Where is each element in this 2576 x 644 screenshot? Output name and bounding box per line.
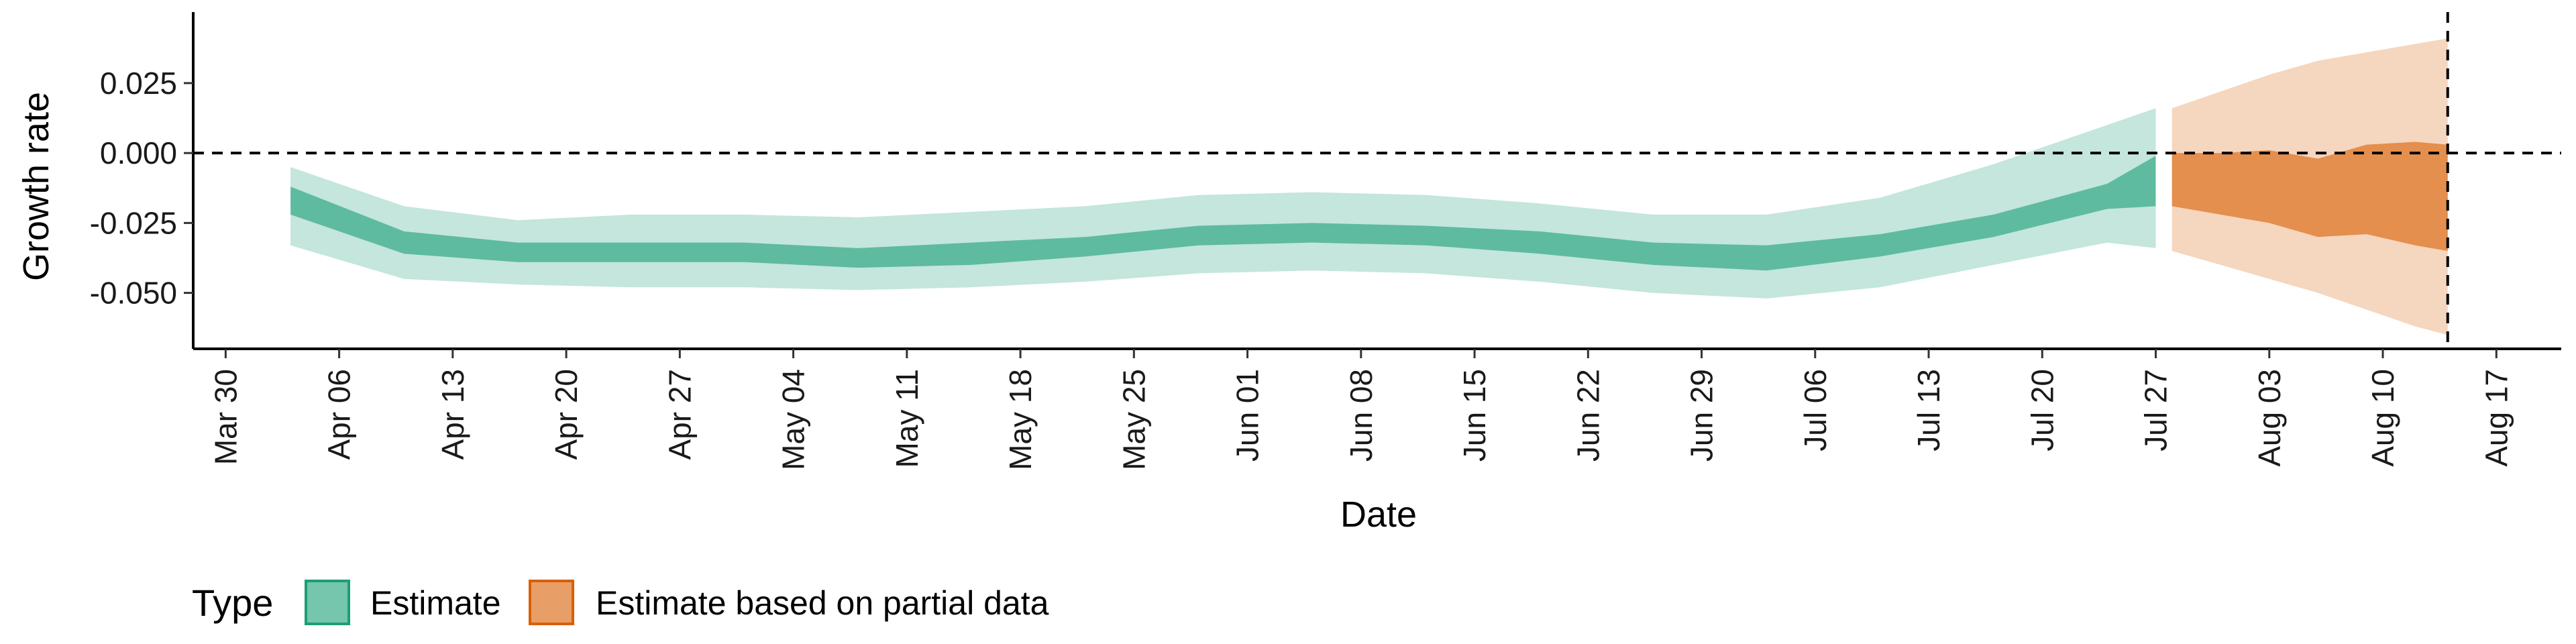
- x-tick-label: Jun 15: [1457, 369, 1492, 462]
- x-tick-label: Jul 27: [2139, 369, 2174, 451]
- x-tick-label: May 25: [1116, 369, 1151, 470]
- legend-title: Type: [192, 582, 273, 624]
- legend-swatch-partial: [529, 580, 574, 625]
- x-tick-label: Jun 08: [1344, 369, 1379, 462]
- reference-lines-layer: [193, 12, 2561, 349]
- y-tick-label: 0.000: [100, 136, 177, 170]
- legend-swatch-estimate: [305, 580, 350, 625]
- x-tick-label: Jul 13: [1911, 369, 1946, 451]
- x-tick-label: Jul 20: [2025, 369, 2059, 451]
- y-tick-label: 0.025: [100, 66, 177, 101]
- x-tick-label: Apr 27: [662, 369, 697, 460]
- x-tick-label: Mar 30: [208, 369, 243, 465]
- y-tick-label: -0.050: [90, 276, 177, 311]
- x-tick-label: May 11: [890, 369, 924, 468]
- x-tick-label: Aug 10: [2365, 369, 2400, 467]
- x-tick-label: Apr 13: [435, 369, 470, 460]
- x-axis-title: Date: [1340, 494, 1417, 535]
- x-tick-label: Jul 06: [1798, 369, 1833, 451]
- x-tick-label: May 04: [776, 369, 811, 470]
- band-inner-partial: [2171, 142, 2448, 252]
- bands-layer: [290, 38, 2448, 335]
- band-outer-estimate: [290, 108, 2156, 299]
- legend: Type Estimate Estimate based on partial …: [192, 580, 1049, 625]
- x-tick-label: May 18: [1003, 369, 1038, 470]
- band-inner-estimate: [290, 156, 2156, 271]
- legend-label-estimate: Estimate: [370, 584, 501, 622]
- y-tick-label: -0.025: [90, 205, 177, 240]
- x-tick-label: Apr 20: [549, 369, 584, 460]
- x-tick-label: Jun 01: [1230, 369, 1265, 462]
- x-tick-label: Aug 03: [2252, 369, 2287, 467]
- x-tick-label: Apr 06: [322, 369, 357, 460]
- y-axis-title: Growth rate: [16, 92, 56, 281]
- x-tick-label: Jun 29: [1684, 369, 1719, 462]
- legend-label-partial: Estimate based on partial data: [596, 584, 1049, 622]
- x-tick-label: Aug 17: [2479, 369, 2514, 467]
- x-tick-label: Jun 22: [1570, 369, 1605, 462]
- ticks-layer: 0.025 0.000 -0.025 -0.050 Mar 30 Apr 06 Apr 13…: [90, 66, 2514, 470]
